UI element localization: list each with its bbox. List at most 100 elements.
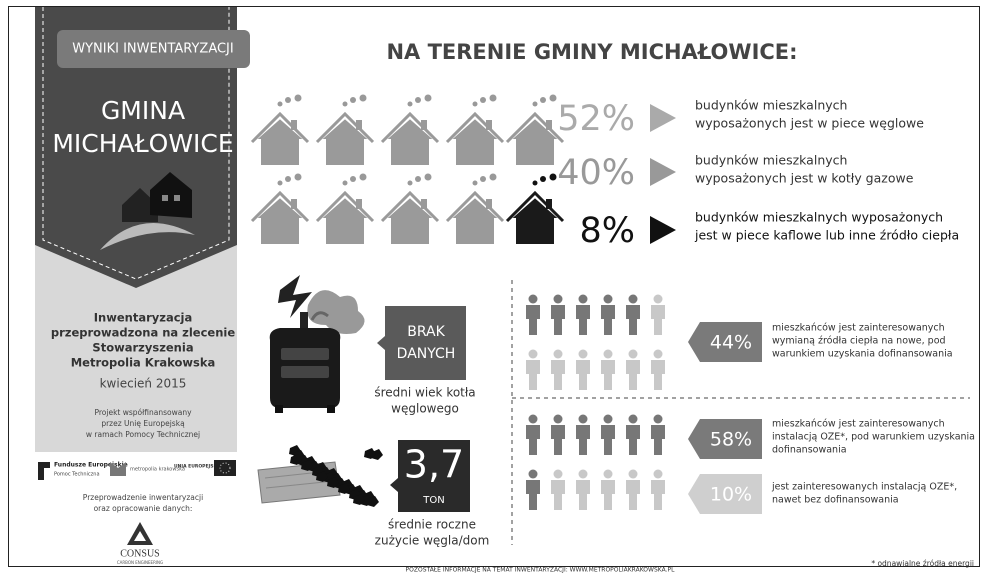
smoke-dot <box>295 174 302 181</box>
smoke-dot <box>408 102 413 107</box>
commission-text: Inwentaryzacja <box>94 311 192 325</box>
resident-text: mieszkańców jest zainteresowanych <box>772 323 945 334</box>
stat-text: wyposażonych jest w kotły gazowe <box>695 171 914 186</box>
resident-text: jest zainteresowanych instalacją OZE*, <box>771 482 957 493</box>
smoke-dot <box>425 174 432 181</box>
badge-text: WYNIKI INWENTARYZACJI <box>72 42 233 57</box>
smoke-dot <box>490 174 497 181</box>
resident-text: dofinansowania <box>772 445 847 456</box>
person-head <box>579 470 588 479</box>
stat-value: 40% <box>557 153 635 193</box>
cofinance-text: przez Unię Europejską <box>101 419 185 428</box>
logo-text: UNIA EUROPEJSKA <box>174 464 221 470</box>
company-name: CONSUS <box>120 548 159 559</box>
resident-value: 44% <box>710 332 752 354</box>
footer-info: POZOSTAŁE INFORMACJE NA TEMAT INWENTARYZ… <box>406 567 676 574</box>
smoke-dot <box>350 176 356 182</box>
stat-text: budynków mieszkalnych <box>695 153 847 168</box>
chimney <box>291 199 297 209</box>
chimney <box>546 120 552 130</box>
smoke-dot <box>540 97 546 103</box>
person-head <box>529 350 538 359</box>
boiler-box-text: DANYCH <box>397 346 456 362</box>
person-head <box>629 295 638 304</box>
smoke-dot <box>550 174 557 181</box>
cofinance-text: w ramach Pomocy Technicznej <box>86 430 200 439</box>
person-head <box>654 350 663 359</box>
person-head <box>654 415 663 424</box>
stat-text: wyposażonych jest w piece węglowe <box>695 116 924 131</box>
date: kwiecień 2015 <box>100 377 187 391</box>
chimney <box>421 199 427 209</box>
smoke-dot <box>425 95 432 102</box>
coal-unit: TON <box>422 495 444 506</box>
person-head <box>654 470 663 479</box>
prepared-text: oraz opracowanie danych: <box>94 504 193 513</box>
commission-text: Metropolia Krakowska <box>71 356 216 370</box>
smoke-dot <box>295 95 302 102</box>
coal-caption: średnie roczne <box>388 518 476 532</box>
smoke-dot <box>285 97 291 103</box>
smoke-dot <box>415 176 421 182</box>
person-head <box>554 415 563 424</box>
header-title: NA TERENIE GMINY MICHAŁOWICE: <box>386 40 797 64</box>
stat-text: jest w piece kaflowe lub inne źródło cie… <box>694 228 959 243</box>
chimney <box>486 120 492 130</box>
smoke-dot <box>278 181 283 186</box>
footer-note: * odnawialne źródła energii <box>871 559 974 568</box>
person-head <box>554 295 563 304</box>
commission-text: przeprowadzona na zlecenie <box>51 326 235 340</box>
smoke-dot <box>408 181 413 186</box>
resident-text: wymianą źródła ciepła na nowe, pod <box>772 336 946 347</box>
person-head <box>529 415 538 424</box>
coal-caption: zużycie węgla/dom <box>375 534 490 548</box>
sidebar-title: MICHAŁOWICE <box>52 129 233 158</box>
person-head <box>529 295 538 304</box>
person-head <box>604 470 613 479</box>
chimney <box>486 199 492 209</box>
person-head <box>554 470 563 479</box>
smoke-dot <box>343 102 348 107</box>
resident-text: mieszkańców jest zainteresowanych <box>772 419 945 430</box>
person-head <box>579 295 588 304</box>
smoke-dot <box>473 102 478 107</box>
smoke-dot <box>540 176 546 182</box>
page: WYNIKI INWENTARYZACJI GMINA MICHAŁOWICE … <box>0 0 986 574</box>
smoke-dot <box>480 97 486 103</box>
stat-value: 52% <box>557 99 635 139</box>
person-head <box>654 295 663 304</box>
stat-text: budynków mieszkalnych wyposażonych <box>695 210 943 225</box>
logo-text: Pomoc Techniczna <box>54 472 100 478</box>
smoke-dot <box>550 95 557 102</box>
smoke-dot <box>278 102 283 107</box>
chimney <box>291 120 297 130</box>
infographic: WYNIKI INWENTARYZACJI GMINA MICHAŁOWICE … <box>0 0 986 574</box>
person-head <box>604 295 613 304</box>
cofinance-text: Projekt współfinansowany <box>94 408 192 417</box>
chimney <box>356 120 362 130</box>
person-head <box>604 415 613 424</box>
chimney <box>421 120 427 130</box>
stat-text: budynków mieszkalnych <box>695 98 847 113</box>
resident-value: 10% <box>710 484 752 506</box>
resident-text: nawet bez dofinansowania <box>772 495 899 506</box>
company-tagline: CARBON ENGINEERING <box>117 560 163 565</box>
smoke-dot <box>533 102 538 107</box>
smoke-dot <box>360 95 367 102</box>
smoke-dot <box>480 176 486 182</box>
person-head <box>629 350 638 359</box>
boiler-box <box>377 306 466 380</box>
person-head <box>629 415 638 424</box>
smoke-dot <box>360 174 367 181</box>
prepared-text: Przeprowadzenie inwentaryzacji <box>83 493 203 502</box>
person-head <box>629 470 638 479</box>
commission-text: Stowarzyszenia <box>92 341 193 355</box>
eu-flag <box>214 460 236 476</box>
smoke-dot <box>490 95 497 102</box>
person-head <box>529 470 538 479</box>
resident-text: warunkiem uzyskania dofinansowania <box>772 349 953 360</box>
person-head <box>604 350 613 359</box>
sidebar-title: GMINA <box>101 96 185 125</box>
smoke-dot <box>343 181 348 186</box>
person-head <box>579 350 588 359</box>
